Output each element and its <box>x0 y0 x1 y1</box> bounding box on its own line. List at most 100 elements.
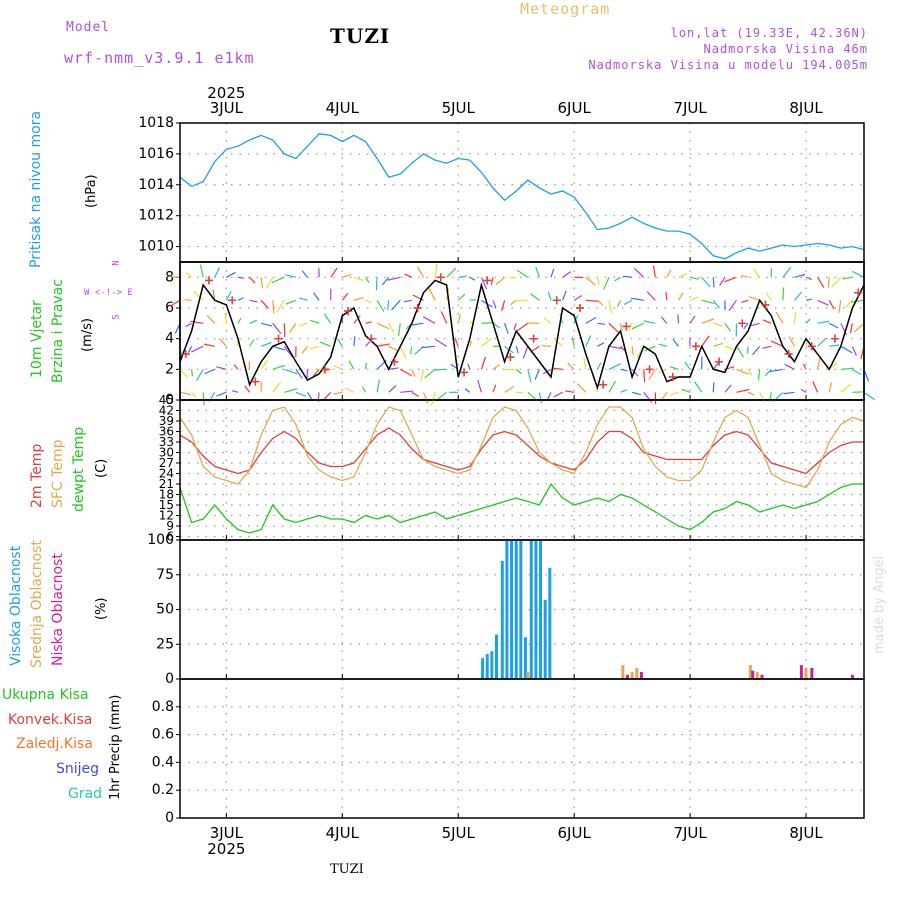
wind-arrow <box>216 366 227 370</box>
gust-marker <box>390 357 399 366</box>
wind-arrow <box>562 290 567 301</box>
wind-arrow <box>353 276 364 282</box>
wind-arrow <box>849 323 853 334</box>
y-tick-label: 100 <box>147 532 174 548</box>
y-tick-label: 4 <box>165 331 174 347</box>
bar-cloud-1 <box>635 667 639 679</box>
day-label-bottom: 8JUL <box>789 824 823 842</box>
wind-arrow <box>333 391 343 395</box>
wind-arrow <box>724 345 735 351</box>
panel-frame <box>179 261 865 401</box>
wind-arrow <box>495 276 505 285</box>
wind-arrow <box>631 368 639 377</box>
bar-cloud-1 <box>748 665 752 679</box>
wind-arrow <box>168 275 181 278</box>
footer-station: TUZI <box>330 862 364 877</box>
temperature-series-1 <box>179 406 865 489</box>
wind-arrow <box>284 368 298 375</box>
y-tick-label: 15 <box>159 498 174 512</box>
wind-arrow <box>454 337 459 347</box>
wind-arrow <box>646 291 656 301</box>
wind-arrow <box>585 335 592 347</box>
day-label-bottom: 6JUL <box>558 824 592 842</box>
wind-arrow <box>216 391 227 397</box>
wind-arrow <box>608 300 613 314</box>
wind-arrow <box>295 368 303 379</box>
wind-arrow <box>516 322 529 332</box>
bar-cloud-1 <box>630 672 634 679</box>
year-label-bottom: 2025 <box>207 840 245 858</box>
wind-arrow <box>677 314 680 324</box>
gust-marker <box>645 365 654 374</box>
wind-arrow <box>237 317 242 324</box>
wind-arrow <box>757 369 761 381</box>
wind-arrow <box>434 263 438 278</box>
wind-arrow <box>435 339 447 347</box>
wind-arrow <box>672 338 679 347</box>
precip-legend-frozen: Zaledj.Kisa <box>16 736 93 752</box>
station-title: TUZI <box>330 24 391 48</box>
y-tick-label: 2 <box>165 361 174 377</box>
wind-arrow <box>237 276 244 279</box>
wind-arrow <box>534 369 540 380</box>
wind-arrow <box>608 322 619 333</box>
wind-arrow <box>863 369 870 382</box>
bar-cloud-0 <box>514 540 518 679</box>
wind-arrow <box>840 323 848 336</box>
wind-arrow <box>323 313 332 324</box>
wind-arrow <box>428 287 436 301</box>
wind-arrow <box>249 276 256 284</box>
wind-arrow <box>633 267 645 278</box>
wind-arrow <box>260 277 264 289</box>
wind-arrow <box>501 300 506 312</box>
wind-arrow <box>764 368 772 377</box>
wind-arrow <box>793 312 797 324</box>
gust-marker <box>436 273 445 282</box>
bar-cloud-2 <box>625 674 629 679</box>
y-tick-label: 39 <box>159 414 174 428</box>
wind-arrow <box>728 299 737 312</box>
wind-arrow <box>187 346 193 353</box>
wind-arrow <box>464 388 471 393</box>
wind-arrow <box>185 322 192 328</box>
wind-arrow <box>530 293 540 301</box>
bar-cloud-0 <box>529 540 533 679</box>
wind-arrow <box>620 368 628 372</box>
wind-arrow <box>185 272 192 278</box>
y-tick-label: 21 <box>159 477 174 491</box>
wind-arrow <box>403 299 412 303</box>
wind-arrow <box>694 381 703 393</box>
wind-arrow <box>553 391 563 398</box>
day-label-top: 5JUL <box>442 99 476 117</box>
y-tick-label: 18 <box>159 488 174 502</box>
wind-arrow <box>341 292 349 301</box>
wind-arrow <box>828 300 835 310</box>
wind-arrow <box>225 290 232 301</box>
wind-arrow <box>179 368 189 378</box>
wind-arrow <box>446 267 457 278</box>
wind-arrow <box>765 292 772 301</box>
wind-arrow <box>190 320 204 324</box>
gust-marker <box>715 357 724 366</box>
wind-arrow <box>272 381 282 393</box>
wind-arrow <box>585 276 596 286</box>
wind-arrow <box>430 392 436 406</box>
wind-arrow <box>467 363 471 370</box>
wind-arrow <box>784 363 795 370</box>
y-tick-label: 24 <box>159 467 174 481</box>
bar-cloud-0 <box>519 540 523 679</box>
wind-arrow <box>457 314 461 324</box>
wind-arrow <box>853 322 865 333</box>
panel-frame <box>179 261 865 401</box>
wind-arrow <box>817 357 821 370</box>
bar-cloud-2 <box>751 670 755 679</box>
wind-arrow <box>365 341 371 347</box>
wind-arrow <box>769 368 783 373</box>
bar-cloud-0 <box>485 653 489 679</box>
wind-arrow <box>312 368 320 377</box>
wind-arrow <box>376 343 390 347</box>
day-label-top: 6JUL <box>558 99 592 117</box>
wind-arrow <box>644 345 656 352</box>
wind-arrow <box>233 364 239 370</box>
y-tick-label: 0.4 <box>152 754 174 770</box>
